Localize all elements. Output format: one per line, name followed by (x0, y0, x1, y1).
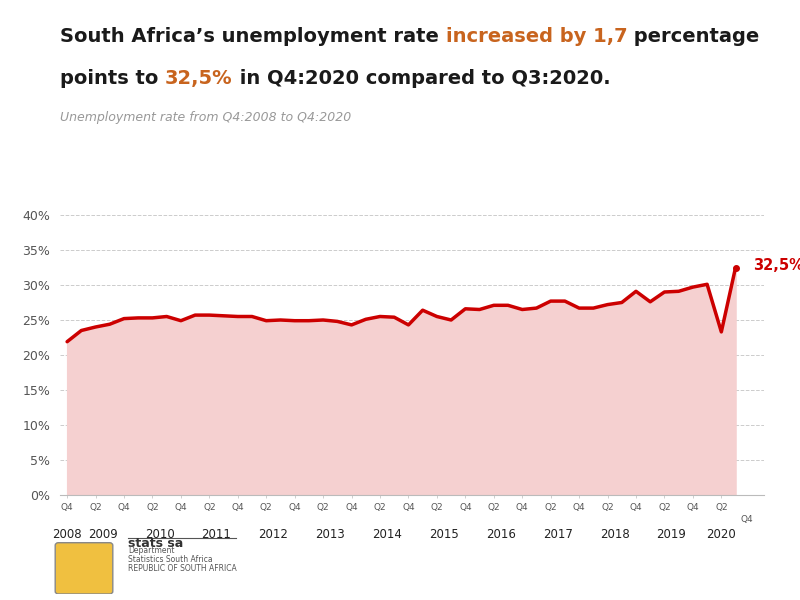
Text: 2012: 2012 (258, 528, 288, 541)
Text: in Q4:2020 compared to Q3:2020.: in Q4:2020 compared to Q3:2020. (233, 69, 610, 88)
Text: 32,5%: 32,5% (753, 258, 800, 273)
Text: 2011: 2011 (202, 528, 231, 541)
Text: 2014: 2014 (372, 528, 402, 541)
Text: Department: Department (128, 546, 174, 555)
Text: 2016: 2016 (486, 528, 516, 541)
Text: 2018: 2018 (600, 528, 630, 541)
Text: Q4: Q4 (741, 515, 754, 524)
Text: 2009: 2009 (88, 528, 118, 541)
Text: stats sa: stats sa (128, 537, 183, 550)
Text: NDP: NDP (708, 559, 732, 569)
Text: percentage: percentage (627, 27, 759, 46)
Text: 2013: 2013 (315, 528, 345, 541)
Text: 32,5%: 32,5% (165, 69, 233, 88)
Text: 2015: 2015 (429, 528, 459, 541)
Text: 2017: 2017 (543, 528, 573, 541)
FancyBboxPatch shape (55, 542, 113, 594)
Text: South Africa’s unemployment rate: South Africa’s unemployment rate (60, 27, 446, 46)
Text: points to: points to (60, 69, 165, 88)
Text: 2008: 2008 (52, 528, 82, 541)
Text: increased by 1,7: increased by 1,7 (446, 27, 627, 46)
Text: 2030: 2030 (711, 577, 729, 583)
Text: REPUBLIC OF SOUTH AFRICA: REPUBLIC OF SOUTH AFRICA (128, 564, 237, 573)
Text: 2019: 2019 (657, 528, 686, 541)
Text: 2020: 2020 (706, 528, 736, 541)
Text: Statistics South Africa: Statistics South Africa (128, 555, 213, 564)
Text: Unemployment rate from Q4:2008 to Q4:2020: Unemployment rate from Q4:2008 to Q4:202… (60, 111, 351, 124)
Text: 2010: 2010 (145, 528, 174, 541)
